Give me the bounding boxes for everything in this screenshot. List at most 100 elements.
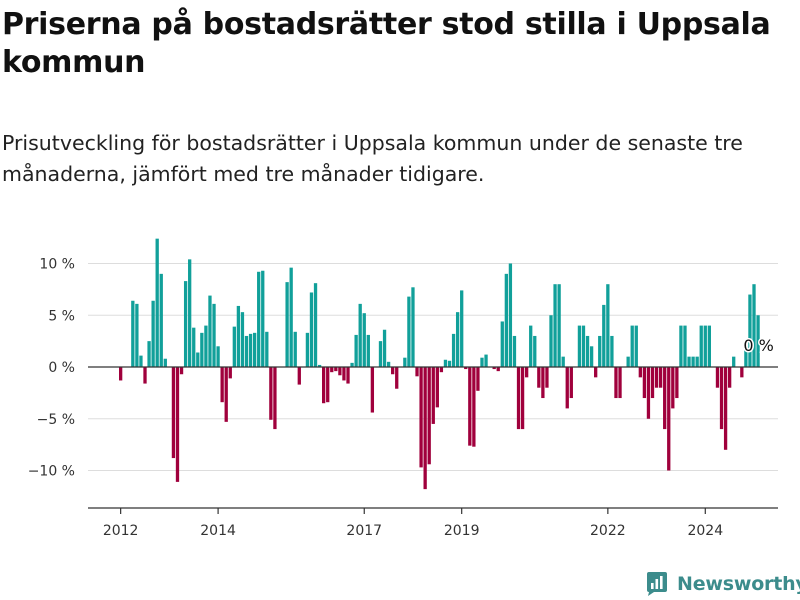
bar-positive <box>460 290 464 367</box>
bar-positive <box>350 362 354 367</box>
bar-negative <box>334 367 338 372</box>
bar-positive <box>358 303 362 367</box>
bar-negative <box>719 367 724 430</box>
bar-negative <box>427 367 431 465</box>
y-tick-label: −5 % <box>37 412 75 428</box>
bar-negative <box>224 367 228 422</box>
y-tick-label: 5 % <box>48 308 75 324</box>
bar-positive <box>188 259 192 367</box>
bar-negative <box>541 367 545 399</box>
bar-negative <box>569 367 573 399</box>
bar-positive <box>691 356 695 367</box>
bar-positive <box>317 364 322 367</box>
x-tick-label: 2022 <box>590 523 626 539</box>
bar-positive <box>305 332 310 367</box>
bar-positive <box>512 335 517 367</box>
bar-negative <box>415 367 419 377</box>
bar-positive <box>602 304 606 367</box>
bar-positive <box>200 332 204 367</box>
bar-positive <box>378 341 383 367</box>
bar-positive <box>293 331 297 367</box>
bar-negative <box>654 367 659 388</box>
bar-positive <box>240 312 245 367</box>
bar-positive <box>561 356 565 367</box>
last-value-annotation: 0 % <box>743 336 773 355</box>
x-tick-label: 2014 <box>200 523 236 539</box>
bar-negative <box>143 367 147 384</box>
bar-negative <box>175 367 180 482</box>
bar-positive <box>244 335 249 367</box>
newsworthy-logo-icon <box>647 572 667 596</box>
bar-negative <box>650 367 655 399</box>
bar-positive <box>630 325 634 367</box>
bar-positive <box>589 346 594 367</box>
bar-positive <box>451 333 456 367</box>
bar-negative <box>220 367 224 403</box>
bar-positive <box>455 312 460 367</box>
bar-negative <box>496 367 500 372</box>
bar-positive <box>529 325 533 367</box>
bar-negative <box>423 367 427 490</box>
bar-negative <box>330 367 334 373</box>
bar-positive <box>443 359 448 367</box>
bar-negative <box>273 367 277 430</box>
bar-positive <box>549 315 553 367</box>
bar-positive <box>403 357 407 367</box>
bar-positive <box>139 355 143 367</box>
bar-negative <box>642 367 647 399</box>
bar-negative <box>663 367 667 430</box>
bar-negative <box>431 367 435 424</box>
y-tick-label: 10 % <box>39 257 75 273</box>
bar-negative <box>614 367 618 399</box>
bar-positive <box>748 294 752 367</box>
bar-positive <box>232 326 236 367</box>
bar-positive <box>285 282 289 367</box>
bar-positive <box>610 335 614 367</box>
bar-negative <box>171 367 176 459</box>
bar-positive <box>196 352 200 367</box>
bar-positive <box>500 321 504 367</box>
bar-positive <box>504 273 508 367</box>
bar-negative <box>516 367 521 430</box>
bar-positive <box>204 325 208 367</box>
bar-negative <box>391 367 395 375</box>
bar-negative <box>723 367 728 450</box>
bar-negative <box>439 367 444 373</box>
bar-positive <box>212 303 216 367</box>
brand-name: Newsworthy <box>677 573 800 595</box>
bar-positive <box>155 238 159 367</box>
bar-positive <box>533 335 537 367</box>
bar-negative <box>545 367 549 388</box>
bar-positive <box>557 284 561 367</box>
bar-negative <box>419 367 423 468</box>
bar-negative <box>179 367 184 375</box>
bar-positive <box>634 325 638 367</box>
bar-negative <box>435 367 439 408</box>
bar-positive <box>354 334 358 367</box>
bar-negative <box>297 367 301 385</box>
bar-negative <box>646 367 651 419</box>
bar-negative <box>565 367 569 409</box>
bar-positive <box>192 327 196 367</box>
bar-positive <box>362 313 366 367</box>
bar-negative <box>728 367 732 388</box>
bar-negative <box>119 367 123 381</box>
chart-title: Priserna på bostadsrätter stod stilla i … <box>2 7 771 80</box>
bar-negative <box>715 367 720 388</box>
bar-positive <box>265 331 269 367</box>
bar-positive <box>131 300 135 367</box>
bar-positive <box>687 356 691 367</box>
bar-positive <box>386 361 391 367</box>
bar-positive <box>183 281 188 367</box>
bar-negative <box>395 367 399 389</box>
x-tick-label: 2012 <box>103 523 139 539</box>
bar-positive <box>553 284 557 367</box>
bar-positive <box>159 273 163 367</box>
bar-positive <box>484 354 488 367</box>
bar-negative <box>525 367 529 378</box>
bar-positive <box>313 283 318 367</box>
bar-positive <box>447 360 452 367</box>
bar-positive <box>699 325 703 367</box>
bar-negative <box>671 367 675 409</box>
